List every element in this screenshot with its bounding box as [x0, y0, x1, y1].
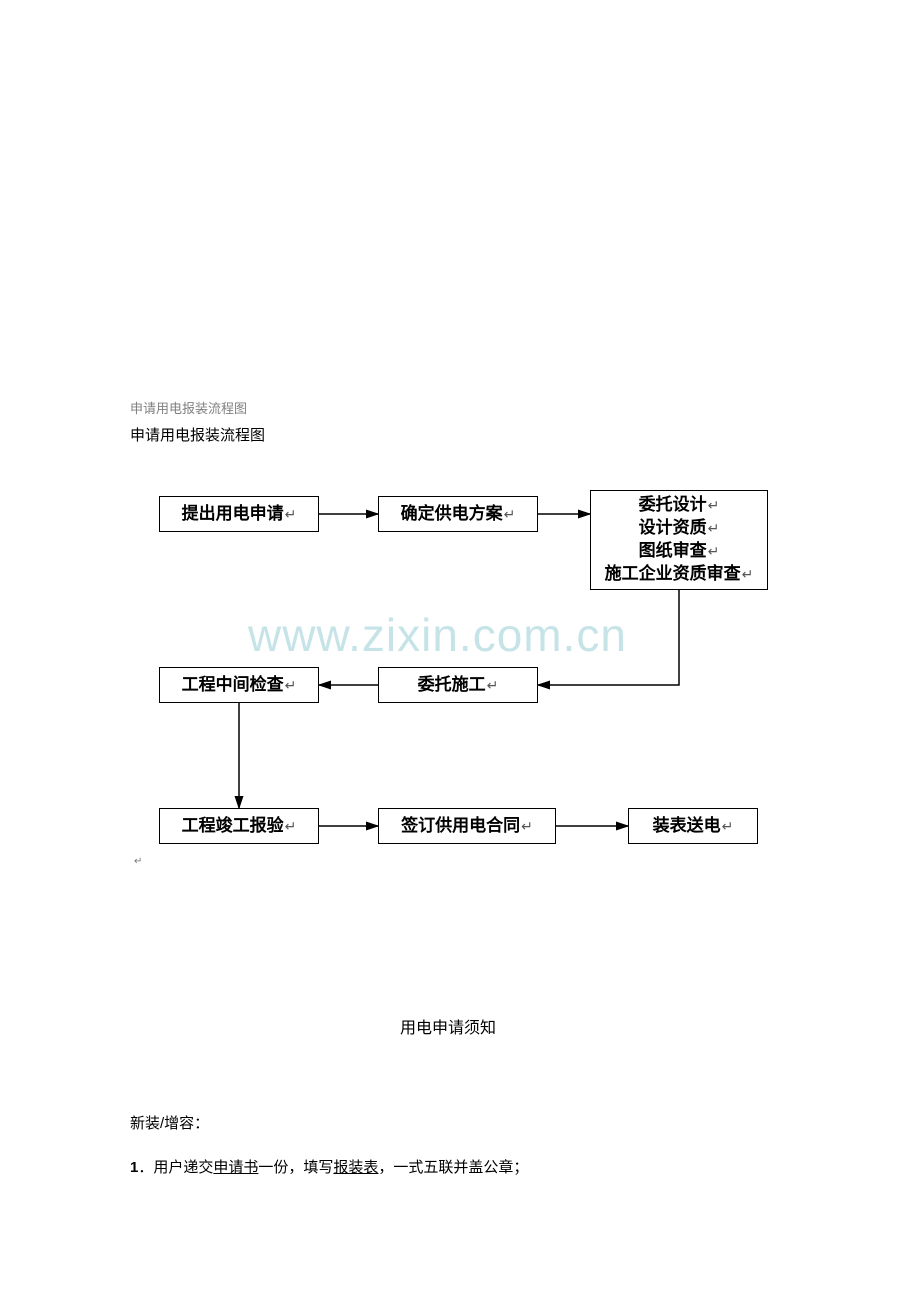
stray-mark: ↵	[134, 856, 142, 867]
node-label: 工程竣工报验↵	[182, 815, 297, 838]
node-final: 工程竣工报验↵	[159, 808, 319, 844]
node-line: 图纸审查↵	[639, 540, 720, 563]
watermark-text: www.zixin.com.cn	[248, 608, 627, 662]
node-contract: 签订供用电合同↵	[378, 808, 556, 844]
node-design: 委托设计↵ 设计资质↵ 图纸审查↵ 施工企业资质审查↵	[590, 490, 768, 590]
link-form[interactable]: 报装表	[333, 1159, 378, 1176]
doc-main-header: 申请用电报装流程图	[130, 424, 265, 445]
node-apply: 提出用电申请↵	[159, 496, 319, 532]
node-midcheck: 工程中间检查↵	[159, 667, 319, 703]
node-construct: 委托施工↵	[378, 667, 538, 703]
node-line: 设计资质↵	[639, 517, 720, 540]
node-line: 委托设计↵	[639, 494, 720, 517]
doc-small-header: 申请用电报装流程图	[130, 398, 247, 417]
node-label: 工程中间检查↵	[182, 674, 297, 697]
node-label: 提出用电申请↵	[182, 503, 297, 526]
item-1: 1．用户递交申请书一份，填写报装表，一式五联并盖公章；	[130, 1156, 528, 1177]
node-label: 确定供电方案↵	[401, 503, 516, 526]
section-label: 新装/增容：	[130, 1112, 209, 1133]
node-meter: 装表送电↵	[628, 808, 758, 844]
node-plan: 确定供电方案↵	[378, 496, 538, 532]
node-line: 施工企业资质审查↵	[605, 563, 754, 586]
node-label: 装表送电↵	[653, 815, 734, 838]
node-label: 委托施工↵	[418, 674, 499, 697]
page: 申请用电报装流程图 申请用电报装流程图 www.zixin.com.cn 提出用…	[0, 0, 920, 1302]
link-application[interactable]: 申请书	[213, 1159, 258, 1176]
node-label: 签订供用电合同↵	[401, 815, 533, 838]
notice-title: 用电申请须知	[400, 1014, 496, 1038]
